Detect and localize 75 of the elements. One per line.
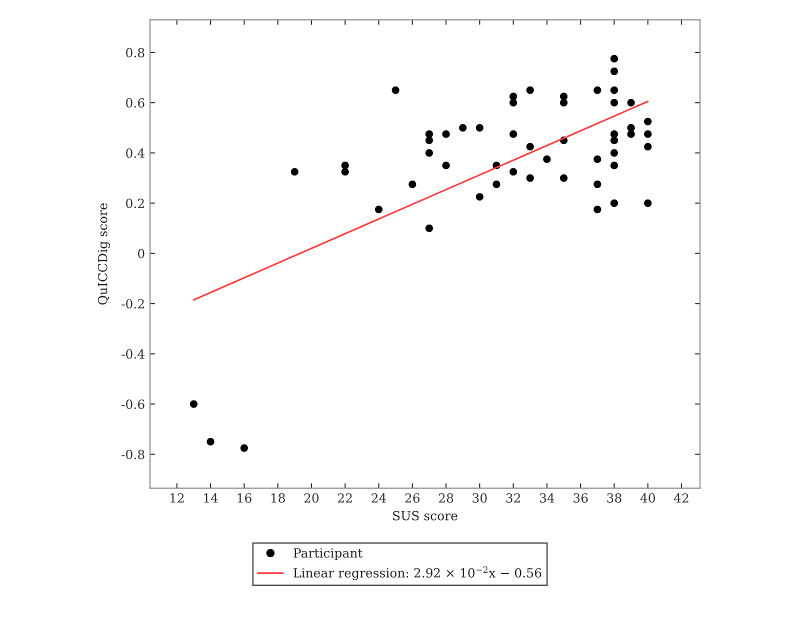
point — [594, 206, 602, 214]
x-tick-label: 14 — [204, 493, 218, 503]
x-tick-label: 20 — [304, 493, 319, 503]
point — [594, 180, 602, 188]
point — [610, 98, 618, 106]
point — [644, 130, 652, 138]
x-tick-label: 22 — [338, 493, 352, 503]
point — [610, 130, 618, 138]
y-tick-label: 0.8 — [126, 48, 144, 58]
point — [492, 180, 500, 188]
point — [526, 86, 534, 94]
y-tick-label: -0.2 — [122, 299, 144, 309]
point — [610, 136, 618, 144]
x-tick-label: 16 — [238, 493, 252, 503]
x-tick-label: 38 — [607, 493, 622, 503]
point — [510, 98, 518, 106]
point — [459, 124, 467, 132]
point — [206, 438, 214, 446]
x-tick-label: 26 — [405, 493, 420, 503]
x-tick-label: 24 — [372, 493, 386, 503]
y-tick-label: 0 — [138, 248, 144, 258]
x-tick-label: 42 — [674, 493, 688, 503]
point — [627, 124, 635, 132]
point — [425, 224, 434, 232]
point — [392, 86, 400, 94]
y-axis-title: QuICCDig score — [98, 203, 110, 305]
point — [627, 98, 635, 106]
point — [644, 142, 652, 150]
point — [644, 199, 652, 207]
point — [290, 168, 298, 176]
x-tick-label: 36 — [574, 493, 588, 503]
x-tick-label: 34 — [540, 493, 554, 503]
point — [526, 174, 534, 182]
point — [510, 168, 518, 176]
point — [610, 86, 618, 94]
point — [374, 206, 383, 214]
legend-label: Linear regression: 2.92 × 10$^{−2}$x − 0.56 — [294, 566, 542, 580]
point — [526, 142, 534, 150]
point — [190, 400, 198, 408]
point — [594, 86, 602, 94]
x-tick-label: 28 — [438, 493, 454, 503]
point — [476, 193, 484, 201]
y-tick-label: -0.4 — [122, 349, 145, 359]
point — [476, 124, 484, 132]
y-tick-label: -0.6 — [122, 400, 144, 409]
point — [341, 168, 349, 176]
point — [442, 130, 450, 138]
legend-label: Participant — [294, 548, 363, 560]
x-tick-label: 12 — [170, 493, 184, 503]
point — [442, 162, 450, 170]
point — [510, 130, 518, 138]
point — [594, 155, 602, 163]
x-tick-label: 32 — [506, 493, 520, 503]
x-tick-label: 18 — [271, 493, 285, 503]
y-tick-label: 0.2 — [126, 198, 144, 208]
point — [610, 162, 618, 170]
point — [425, 136, 434, 144]
x-axis-title: SUS score — [393, 510, 458, 520]
point — [425, 149, 434, 157]
point — [240, 444, 248, 452]
point — [560, 174, 568, 182]
point — [610, 67, 618, 76]
point — [408, 180, 416, 188]
point — [644, 118, 652, 126]
x-tick-label: 40 — [640, 493, 655, 503]
point — [560, 98, 568, 106]
y-tick-label: 0.4 — [126, 148, 145, 158]
x-tick-label: 30 — [472, 493, 487, 503]
point — [610, 199, 618, 207]
point — [610, 54, 618, 63]
point — [543, 155, 551, 163]
y-tick-label: 0.6 — [126, 98, 144, 108]
y-tick-label: -0.8 — [122, 450, 144, 460]
point — [627, 130, 635, 138]
point — [610, 149, 618, 157]
